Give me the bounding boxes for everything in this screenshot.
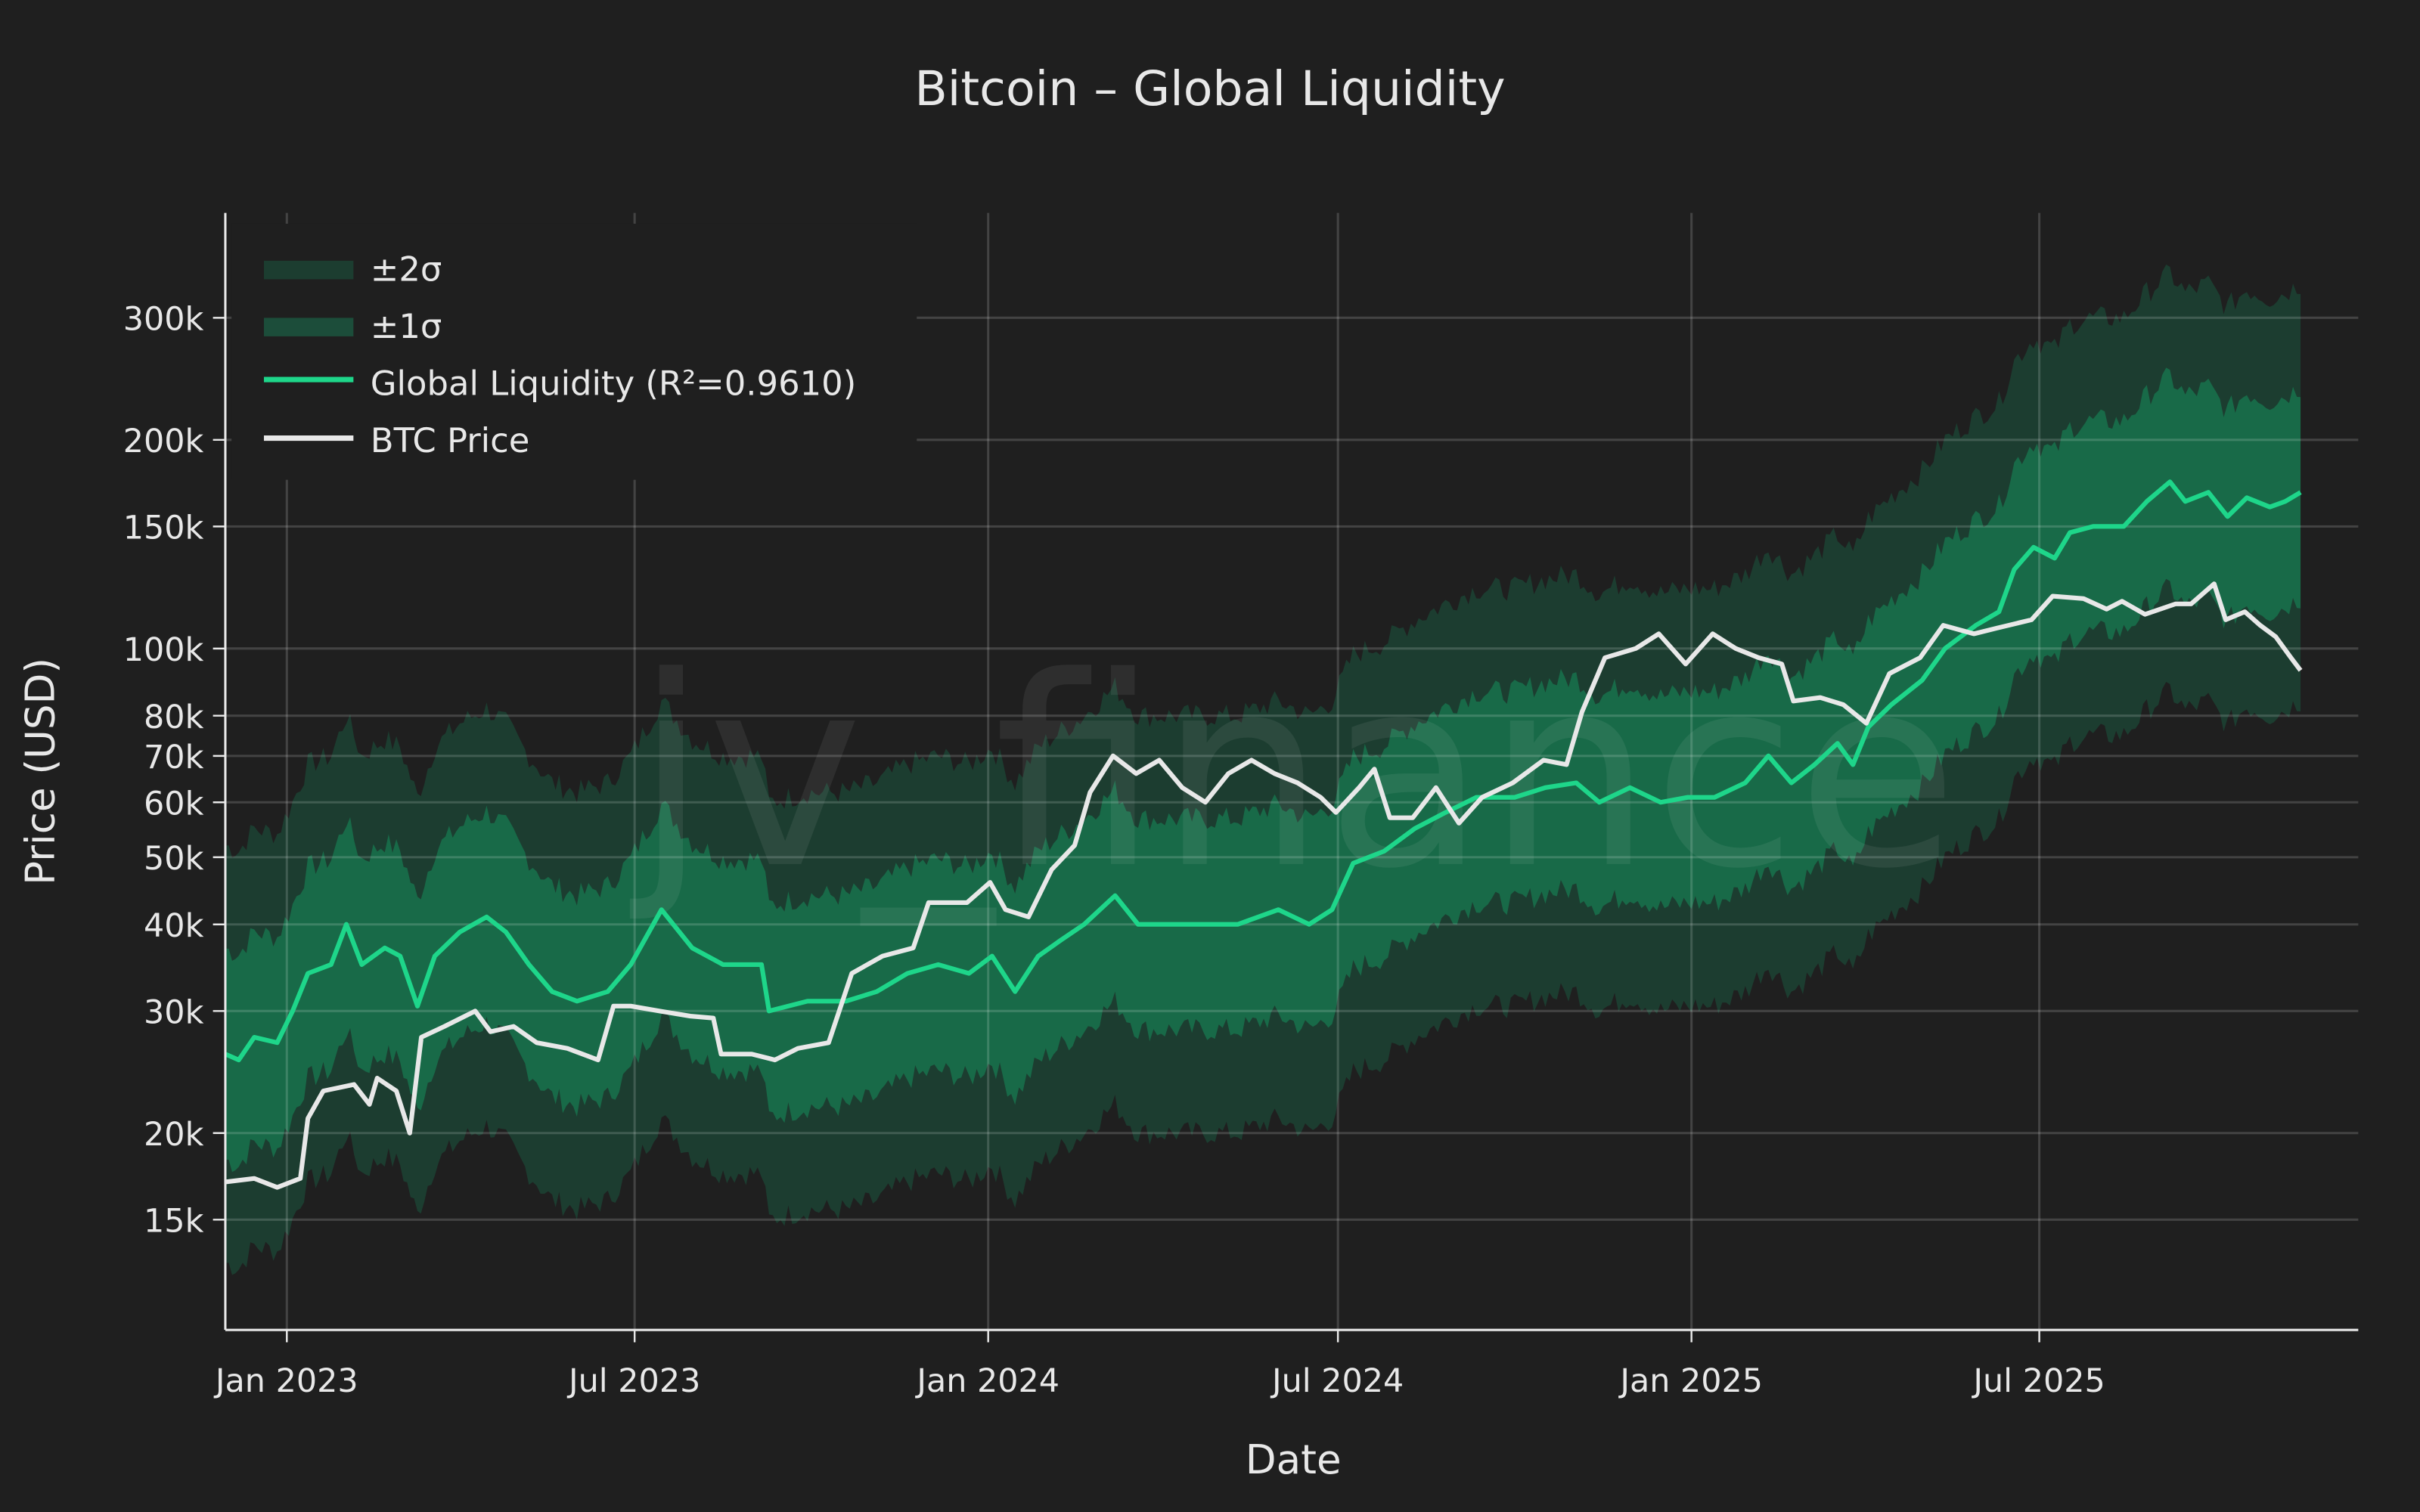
band-1sigma <box>225 367 2301 1173</box>
y-axis-label: Price (USD) <box>17 658 64 885</box>
x-tick-label: Jul 2023 <box>566 1362 700 1400</box>
legend-label-1sigma: ±1σ <box>371 306 442 346</box>
y-tick-label: 30k <box>144 994 204 1032</box>
x-tick-label: Jul 2024 <box>1270 1362 1404 1400</box>
legend-label-btc: BTC Price <box>371 420 530 460</box>
y-tick-label: 70k <box>144 739 204 776</box>
watermark: jv_finance <box>626 621 1958 930</box>
y-tick-label: 200k <box>123 423 204 460</box>
chart-title: Bitcoin – Global Liquidity <box>914 60 1505 116</box>
liquidity-line <box>225 479 2302 1063</box>
legend: ±2σ ±1σ Global Liquidity (R²=0.9610) BTC… <box>231 223 917 480</box>
x-tick-label: Jan 2025 <box>1618 1362 1763 1400</box>
grid <box>225 212 2359 1331</box>
y-tick-label: 60k <box>144 785 204 823</box>
legend-swatch-2sigma <box>263 260 354 280</box>
y-tick-label: 80k <box>144 699 204 736</box>
x-axis-label: Date <box>1246 1436 1342 1483</box>
bands <box>225 265 2301 1275</box>
y-tick-label: 150k <box>123 510 204 547</box>
y-tick-label: 20k <box>144 1116 204 1154</box>
x-tick-label: Jan 2023 <box>213 1362 358 1400</box>
legend-label-liquidity: Global Liquidity (R²=0.9610) <box>371 363 856 403</box>
btc-price-line <box>225 581 2303 1190</box>
legend-label-2sigma: ±2σ <box>371 249 442 289</box>
series-lines <box>225 479 2303 1190</box>
y-tick-label: 100k <box>123 631 204 669</box>
y-tick-label: 50k <box>144 840 204 878</box>
x-tick-label: Jan 2024 <box>914 1362 1060 1400</box>
y-tick-label: 40k <box>144 907 204 945</box>
x-tick-label: Jul 2025 <box>1971 1362 2105 1400</box>
y-tick-label: 15k <box>144 1203 204 1241</box>
legend-swatch-1sigma <box>263 318 354 336</box>
y-tick-label: 300k <box>123 301 204 339</box>
